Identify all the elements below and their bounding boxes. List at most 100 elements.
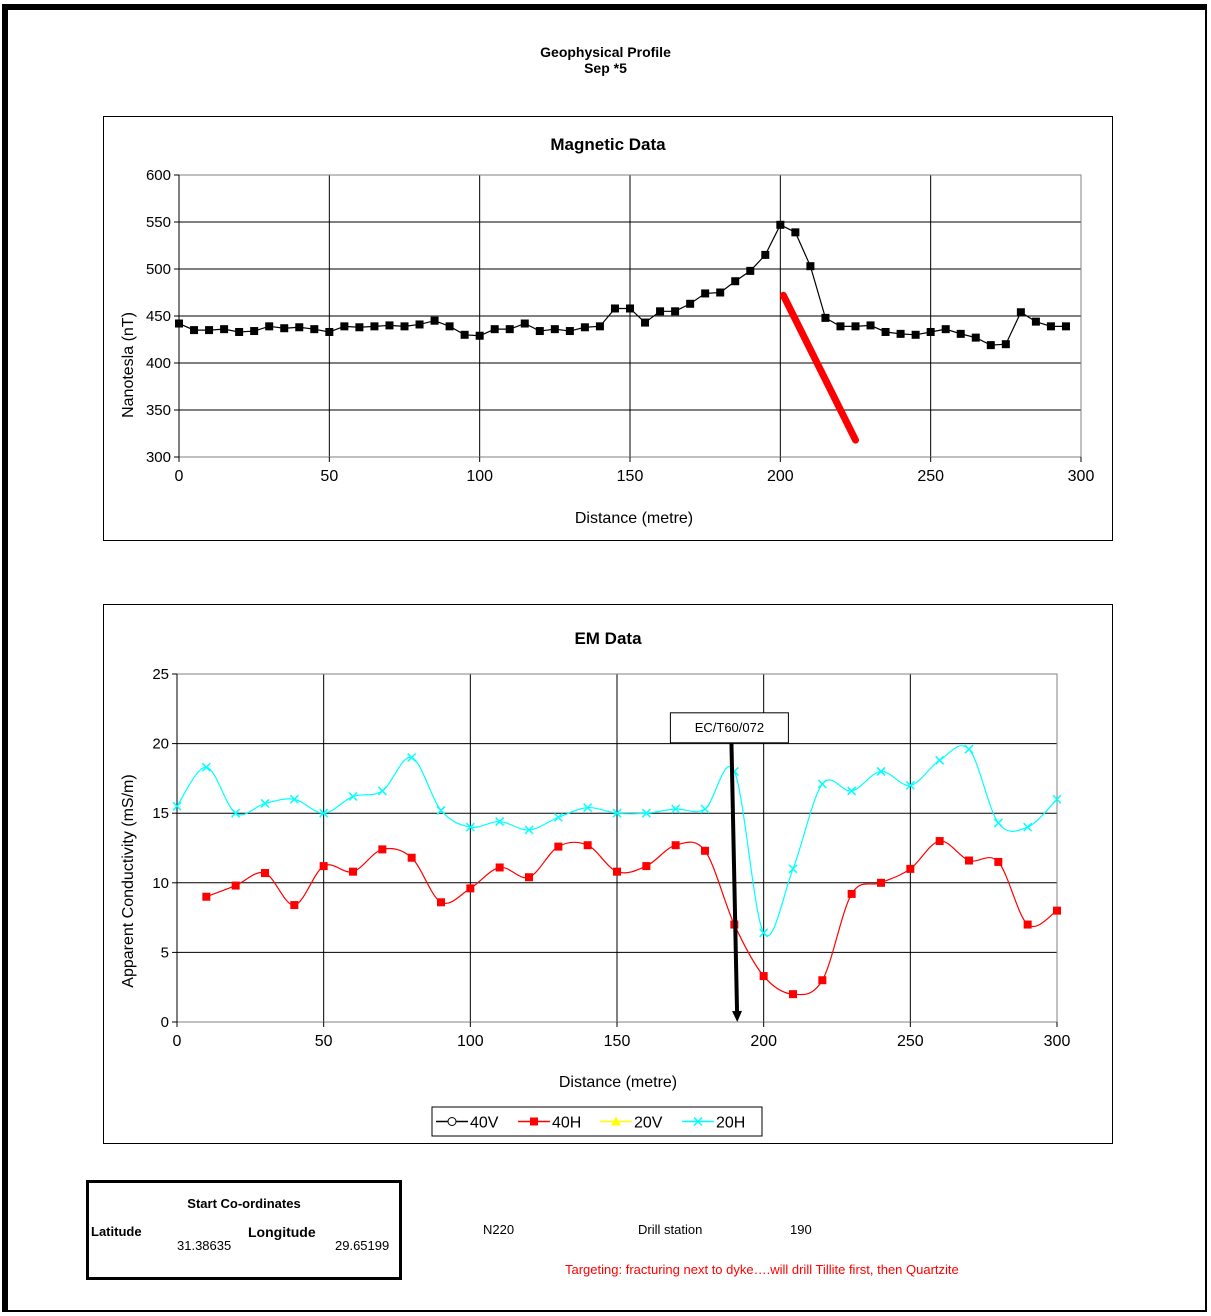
magnetic-data-point [656,307,665,316]
em-data-point-b [1052,794,1062,804]
em-chart: EM Data Distance (metre) Apparent Conduc… [120,629,1070,1137]
magnetic-data-point [430,316,439,325]
em-data-point [1023,920,1032,929]
em-data-point [671,841,680,850]
line-id: N220 [483,1222,515,1237]
em-data-point-b [231,808,241,818]
magnetic-data-point [941,325,950,334]
magnetic-x-tick-label: 0 [175,468,184,485]
magnetic-data-point [701,289,710,298]
magnetic-x-axis-label: Distance (metre) [575,510,693,527]
magnetic-chart-title: Magnetic Data [550,135,666,154]
magnetic-data-point [295,323,304,332]
magnetic-data-point [956,329,965,338]
em-data-point-b [583,803,593,813]
em-data-point-b [524,825,534,835]
latitude-value: 31.38635 [177,1238,232,1253]
em-data-point [553,812,563,822]
magnetic-x-tick-label: 250 [917,468,944,485]
em-y-tick-label: 20 [152,736,169,753]
em-data-point [641,808,651,818]
em-data-point [994,857,1003,866]
em-data-point [759,972,768,981]
em-x-axis-label: Distance (metre) [559,1074,677,1091]
em-data-point [964,744,974,754]
em-data-point [847,786,857,796]
em-data-point [377,786,387,796]
magnetic-x-tick-label: 50 [320,468,338,485]
em-chart-title: EM Data [574,629,642,648]
magnetic-data-point [340,322,349,331]
magnetic-data-point [836,322,845,331]
em-annotation-arrowhead [732,1010,743,1022]
em-y-tick-label: 15 [152,805,169,822]
longitude-label: Longitude [248,1224,316,1240]
magnetic-data-point [821,313,830,322]
em-data-point [847,889,856,898]
em-data-point-b [377,786,387,796]
em-data-point [465,822,475,832]
em-x-tick-label: 250 [897,1033,924,1050]
magnetic-data-point [791,228,800,237]
em-y-tick-label: 0 [161,1014,169,1031]
latitude-label: Latitude [91,1224,142,1239]
magnetic-y-tick-label: 550 [146,214,171,231]
em-data-point-b [348,791,358,802]
magnetic-data-point [175,319,183,328]
em-data-point-b [641,808,651,818]
magnetic-data-point [731,277,740,286]
em-data-point [817,779,827,789]
magnetic-data-point [851,322,860,331]
em-data-point [1052,794,1062,804]
em-data-point [495,863,504,872]
em-data-point [554,842,563,851]
em-x-tick-label: 100 [457,1033,484,1050]
magnetic-data-point [986,341,995,350]
magnetic-data-point [641,318,650,327]
em-data-point [348,791,358,802]
magnetic-data-point [490,325,499,334]
magnetic-y-tick-label: 600 [146,167,171,184]
em-data-point [231,808,241,818]
magnetic-data-point [806,262,815,271]
em-data-point [436,805,446,815]
magnetic-data-point [265,322,274,331]
em-data-point [759,928,769,938]
em-data-point [407,853,416,862]
em-x-tick-label: 150 [604,1033,631,1050]
magnetic-data-point [280,324,289,333]
targeting-note: Targeting: fracturing next to dyke….will… [565,1262,959,1277]
magnetic-data-point [671,307,680,316]
em-data-point [993,818,1003,828]
em-data-point [905,780,915,790]
magnetic-data-point [220,325,229,334]
em-annotation-arrow [729,740,740,1012]
magnetic-data-point [881,327,890,336]
em-data-point-b [260,798,270,808]
em-x-tick-label: 200 [750,1033,777,1050]
em-y-tick-label: 25 [152,666,169,683]
em-data-point-b [671,804,681,814]
magnetic-annotation-line [779,291,859,444]
em-data-point-b [319,808,329,818]
em-data-point [319,808,329,818]
em-data-point-b [289,794,299,804]
em-data-point-b [1023,822,1033,832]
em-data-point [466,884,475,893]
em-data-point [935,837,944,846]
em-data-point-b [847,786,857,796]
em-data-point [495,817,505,827]
em-data-point [935,755,945,765]
magnetic-x-tick-label: 100 [466,468,493,485]
em-legend-marker [611,1116,621,1126]
em-data-point [524,825,534,835]
em-data-point [612,808,622,818]
em-legend-marker [530,1117,538,1126]
magnetic-data-point [1016,308,1025,317]
magnetic-data-point [205,326,214,335]
em-data-point [407,752,417,763]
em-data-point [818,976,827,985]
em-data-point [906,864,915,873]
em-data-point-b [612,808,622,818]
magnetic-y-tick-label: 450 [146,308,171,325]
